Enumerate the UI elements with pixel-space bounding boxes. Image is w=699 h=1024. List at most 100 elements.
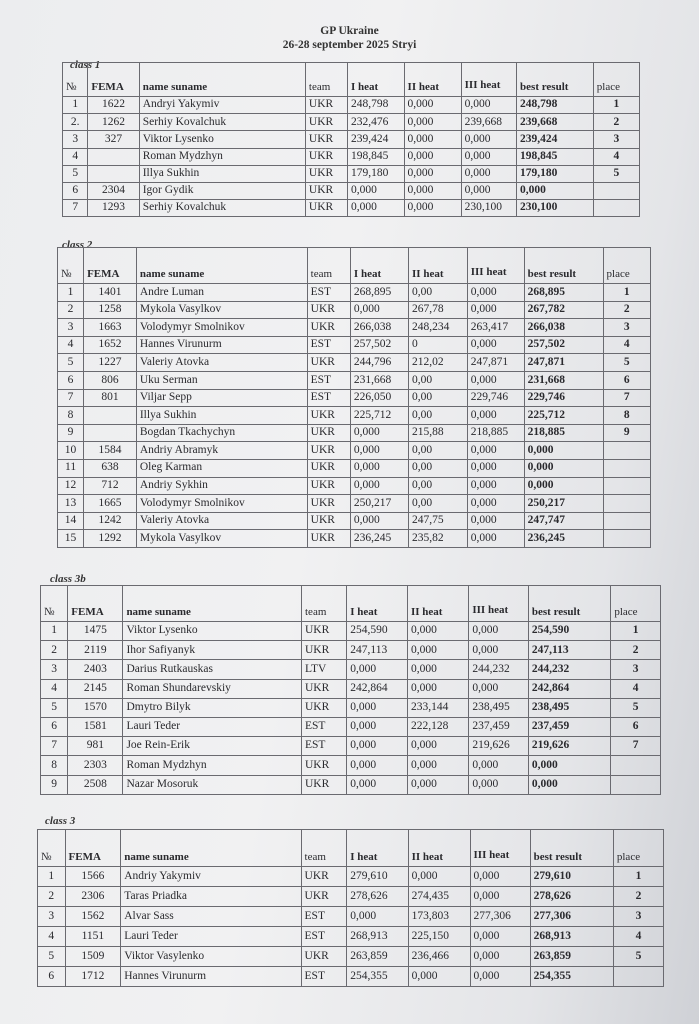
- cell-name: Oleg Karman: [135, 458, 308, 478]
- cell-place: 8: [602, 406, 652, 425]
- table-row: 6 1712 Hannes Virunurm EST 254,355 0,000 0,000…: [37, 966, 665, 987]
- table-row: 12 712 Andriy Sykhin UKR 0,000 0,00 0,000 0,000: [56, 476, 652, 496]
- cell-heat-3: 0,000: [460, 147, 518, 166]
- cell-fema: 1562: [64, 906, 122, 927]
- column-header-heat-3: III heat: [468, 585, 529, 622]
- cell-heat-3: 0,000: [469, 866, 531, 887]
- table-header-row: № FEMA name suname team I heat II heat III hea…: [39, 585, 661, 622]
- cell-place: 4: [592, 147, 641, 166]
- cell-heat-2: 274,435: [407, 886, 471, 907]
- cell-name: Serhiy Kovalchuk: [138, 113, 306, 132]
- cell-number: 1: [61, 95, 89, 115]
- cell-best-result: 237,459: [527, 716, 612, 738]
- cell-place: 2: [592, 113, 641, 132]
- cell-team: UKR: [304, 113, 349, 132]
- cell-team: EST: [300, 906, 348, 927]
- cell-heat-2: 0,000: [406, 774, 470, 795]
- cell-team: UKR: [304, 181, 349, 201]
- results-table: № FEMA name suname team I heat II heat III hea…: [61, 62, 641, 218]
- cell-fema: 801: [83, 388, 137, 408]
- cell-place: 5: [610, 697, 661, 718]
- cell-fema: 1227: [83, 353, 137, 372]
- cell-place: [602, 458, 652, 478]
- cell-heat-1: 0,000: [349, 458, 410, 478]
- cell-heat-3: 0,000: [466, 476, 525, 496]
- cell-place: 6: [610, 716, 661, 738]
- cell-number: 3: [37, 906, 66, 927]
- cell-name: Andriy Sykhin: [135, 476, 308, 496]
- cell-number: 1: [56, 283, 85, 302]
- cell-name: Igor Gydik: [138, 181, 306, 201]
- results-table: № FEMA name suname team I heat II heat III hea…: [39, 585, 661, 795]
- cell-heat-3: 229,746: [466, 388, 525, 408]
- cell-place: 3: [592, 130, 641, 149]
- cell-place: [612, 966, 665, 987]
- column-header-best-result: best result: [523, 247, 604, 284]
- table-row: 2 1258 Mykola Vasylkov UKR 0,000 267,78 0,000 2…: [56, 300, 652, 320]
- cell-place: 5: [602, 353, 652, 372]
- column-header-best-result: best result: [529, 829, 614, 867]
- cell-number: 5: [39, 697, 69, 718]
- cell-number: 2: [37, 886, 66, 907]
- table-row: 1 1475 Viktor Lysenko UKR 254,590 0,000 0,000 2…: [39, 620, 661, 642]
- cell-team: UKR: [306, 494, 351, 513]
- cell-fema: 1401: [83, 283, 137, 302]
- column-header-team: team: [306, 247, 351, 284]
- table-row: 7 1293 Serhiy Kovalchuk UKR 0,000 0,000 230,10…: [61, 199, 641, 218]
- cell-number: 11: [56, 458, 85, 478]
- cell-place: 9: [602, 423, 652, 443]
- cell-heat-3: 0,000: [469, 886, 531, 907]
- column-header-heat-2: II heat: [403, 62, 462, 97]
- table-row: 7 981 Joe Rein-Erik EST 0,000 0,000 219,626 219…: [39, 736, 661, 757]
- column-header-heat-3: III heat: [460, 62, 518, 97]
- cell-heat-2: 0,000: [406, 620, 470, 642]
- document-subtitle: 26-28 september 2025 Stryi: [282, 39, 417, 51]
- cell-best-result: 219,626: [527, 736, 612, 757]
- cell-number: 15: [56, 529, 85, 548]
- table-row: 3 327 Viktor Lysenko UKR 239,424 0,000 0,000 23…: [61, 130, 641, 149]
- cell-name: Illya Sukhin: [138, 164, 306, 183]
- cell-heat-3: 0,000: [460, 181, 518, 201]
- cell-place: 4: [612, 926, 665, 947]
- cell-best-result: 248,798: [516, 95, 594, 115]
- cell-number: 1: [39, 620, 69, 642]
- cell-heat-2: 0,00: [408, 406, 468, 425]
- cell-heat-2: 0,00: [408, 370, 468, 390]
- cell-number: 3: [39, 659, 69, 680]
- cell-place: 1: [612, 866, 665, 887]
- cell-heat-1: 0,000: [349, 511, 410, 531]
- cell-best-result: 229,746: [523, 388, 604, 408]
- cell-heat-1: 268,895: [349, 283, 410, 302]
- column-header-name: name suname: [120, 829, 302, 867]
- table-row: 3 2403 Darius Rutkauskas LTV 0,000 0,000 244,2…: [39, 659, 661, 680]
- cell-best-result: 247,871: [523, 353, 604, 372]
- cell-name: Andryi Yakymiv: [138, 95, 306, 115]
- cell-fema: 2304: [87, 181, 140, 201]
- table-row: 1 1566 Andriy Yakymiv UKR 279,610 0,000 0,000 2…: [37, 866, 665, 887]
- cell-name: Valeriy Atovka: [135, 511, 308, 531]
- cell-best-result: 242,864: [527, 678, 612, 699]
- cell-fema: 1665: [83, 494, 137, 513]
- cell-best-result: 254,355: [529, 966, 614, 987]
- column-header-heat-3: III heat: [469, 829, 531, 867]
- cell-fema: 1622: [87, 95, 140, 115]
- table-row: 6 806 Uku Serman EST 231,668 0,00 0,000 231,668…: [56, 370, 652, 390]
- cell-heat-2: 0,000: [403, 199, 462, 218]
- cell-place: [592, 199, 641, 218]
- cell-fema: 1151: [64, 926, 122, 947]
- cell-heat-2: 0,000: [406, 736, 470, 757]
- cell-number: 4: [56, 335, 85, 355]
- cell-team: LTV: [300, 659, 348, 680]
- cell-best-result: 238,495: [527, 697, 612, 718]
- column-header-number: №: [56, 247, 85, 284]
- column-header-place: place: [610, 585, 661, 622]
- cell-name: Joe Rein-Erik: [122, 736, 302, 757]
- cell-number: 8: [39, 755, 69, 776]
- cell-heat-1: 179,180: [347, 164, 405, 183]
- cell-best-result: 254,590: [527, 620, 612, 642]
- cell-heat-1: 0,000: [346, 774, 408, 795]
- cell-heat-2: 0,000: [403, 181, 462, 201]
- cell-fema: 2145: [67, 678, 124, 699]
- cell-heat-3: 230,100: [460, 199, 518, 218]
- cell-heat-1: 0,000: [349, 300, 410, 320]
